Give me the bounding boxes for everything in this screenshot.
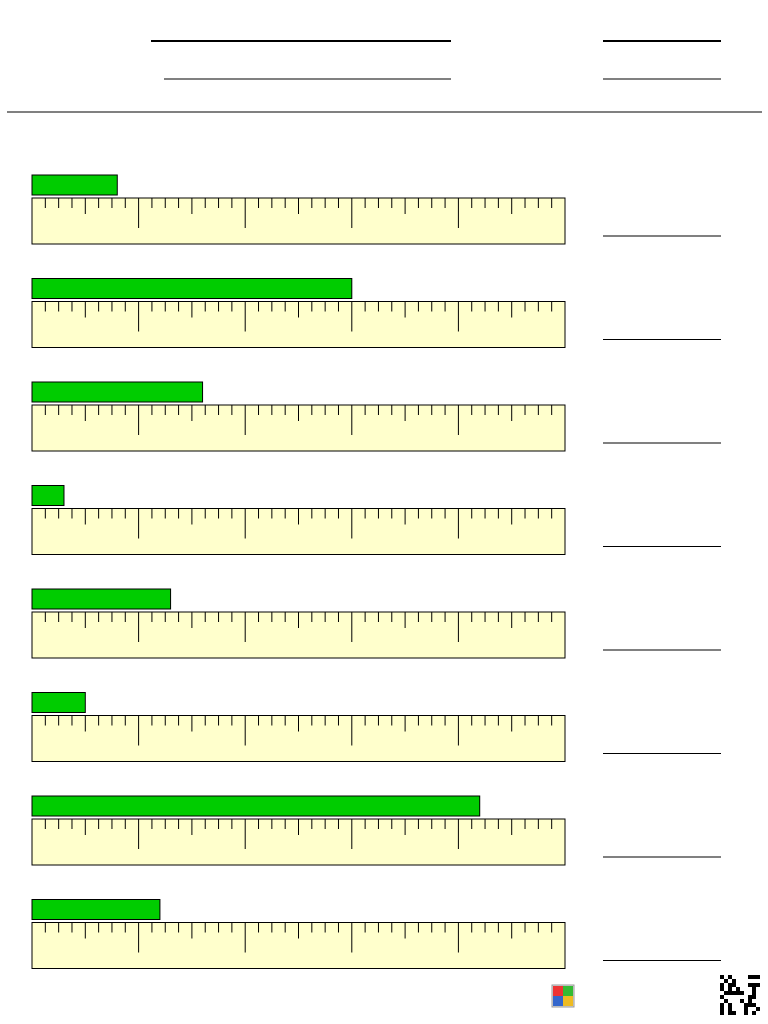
qr-module <box>732 979 736 983</box>
qr-module <box>752 1003 756 1007</box>
bar <box>31 278 353 299</box>
bar <box>31 692 86 713</box>
qr-module <box>744 1007 748 1011</box>
qr-module <box>728 991 732 995</box>
qr-module <box>748 995 752 999</box>
qr-module <box>728 987 732 991</box>
qr-module <box>720 983 724 987</box>
qr-module <box>724 991 728 995</box>
qr-module <box>752 987 756 991</box>
qr-module <box>720 1007 724 1011</box>
qr-module <box>728 1003 732 1007</box>
bar <box>31 899 161 920</box>
qr-module <box>756 1007 760 1011</box>
qr-module <box>732 983 736 987</box>
qr-module <box>728 975 732 979</box>
qr-code <box>720 975 760 1015</box>
qr-module <box>728 1007 732 1011</box>
qr-module <box>752 983 756 987</box>
qr-module <box>744 1011 748 1015</box>
qr-module <box>740 991 744 995</box>
qr-module <box>736 991 740 995</box>
bar <box>31 485 65 506</box>
qr-module <box>720 975 724 979</box>
qr-module <box>732 1011 736 1015</box>
qr-module <box>756 975 760 979</box>
bar <box>31 174 118 196</box>
qr-module <box>720 987 724 991</box>
bar <box>31 381 204 403</box>
qr-module <box>752 1011 756 1015</box>
qr-module <box>748 1003 752 1007</box>
qr-module <box>748 983 752 987</box>
qr-module <box>748 975 752 979</box>
qr-module <box>728 1011 732 1015</box>
qr-module <box>724 999 728 1003</box>
qr-module <box>728 983 732 987</box>
qr-module <box>752 975 756 979</box>
bar <box>31 795 481 817</box>
qr-module <box>748 999 752 1003</box>
qr-module <box>720 1003 724 1007</box>
qr-module <box>720 995 724 999</box>
bar <box>31 588 172 610</box>
qr-module <box>752 991 756 995</box>
calculator-icon <box>551 984 575 1008</box>
qr-module <box>732 991 736 995</box>
qr-module <box>756 983 760 987</box>
qr-module <box>724 979 728 983</box>
qr-module <box>740 999 744 1003</box>
qr-module <box>720 1011 724 1015</box>
qr-module <box>744 1003 748 1007</box>
qr-module <box>736 987 740 991</box>
qr-module <box>752 995 756 999</box>
